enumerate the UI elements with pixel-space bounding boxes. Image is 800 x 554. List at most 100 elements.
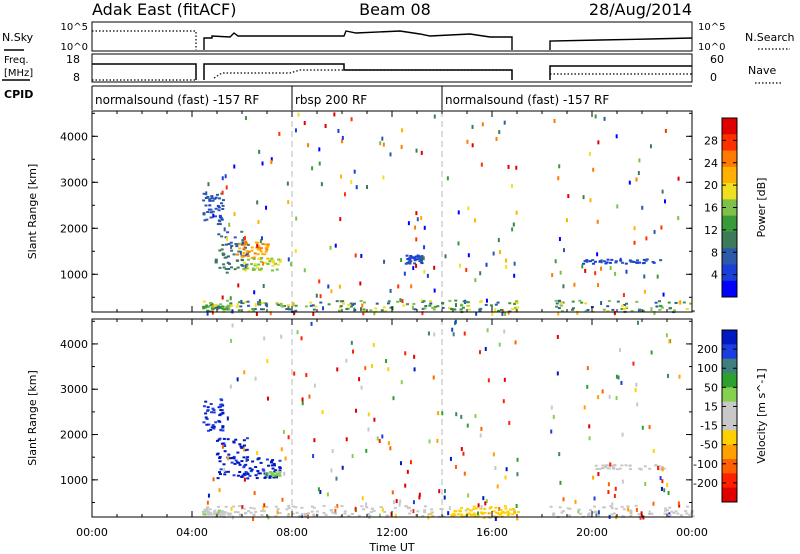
heatmap-cell: [427, 331, 430, 336]
heatmap-cell: [469, 514, 473, 517]
heatmap-cell: [401, 299, 404, 304]
heatmap-cell: [413, 308, 417, 311]
heatmap-cell: [553, 118, 556, 123]
heatmap-cell: [350, 340, 353, 345]
heatmap-cell: [221, 208, 225, 211]
heatmap-cell: [609, 462, 612, 467]
heatmap-cell: [239, 250, 242, 255]
heatmap-cell: [382, 175, 385, 180]
heatmap-cell: [242, 267, 246, 270]
heatmap-cell: [488, 507, 492, 510]
heatmap-cell: [614, 271, 617, 276]
heatmap-cell: [597, 472, 600, 477]
heatmap-cell: [259, 247, 263, 250]
heatmap-cell: [252, 258, 256, 261]
heatmap-cell: [484, 346, 487, 351]
colorbar-tick-label: 8: [711, 246, 718, 259]
heatmap-cell: [477, 503, 480, 508]
heatmap-cell: [504, 311, 507, 316]
heatmap-cell: [412, 500, 415, 505]
heatmap-cell: [220, 202, 224, 205]
heatmap-cell: [406, 257, 410, 260]
beam-title: Beam 08: [359, 0, 431, 19]
heatmap-cell: [309, 304, 313, 307]
heatmap-cell: [501, 510, 505, 513]
heatmap-cell: [607, 299, 611, 302]
heatmap-cell: [275, 268, 279, 271]
heatmap-cell: [250, 263, 254, 266]
heatmap-cell: [606, 258, 610, 261]
heatmap-cell: [642, 258, 646, 261]
heatmap-cell: [341, 302, 345, 305]
heatmap-cell: [477, 511, 480, 516]
freq-series: [92, 63, 692, 80]
heatmap-cell: [229, 241, 233, 244]
heatmap-cell: [223, 473, 227, 476]
heatmap-cell: [232, 505, 236, 508]
heatmap-cell: [614, 260, 618, 263]
heatmap-cell: [614, 261, 618, 264]
heatmap-cell: [216, 204, 220, 207]
heatmap-cell: [233, 236, 237, 239]
heatmap-cell: [322, 504, 326, 507]
nsearch-label: N.Search: [745, 31, 795, 44]
heatmap-cell: [212, 477, 215, 482]
heatmap-cell: [337, 128, 340, 133]
heatmap-cell: [233, 164, 236, 169]
nave-label: Nave: [748, 64, 776, 77]
heatmap-cell: [257, 245, 261, 248]
heatmap-cell: [622, 293, 625, 298]
heatmap-cell: [219, 303, 223, 306]
heatmap-cell: [225, 185, 228, 190]
heatmap-cell: [279, 302, 283, 305]
heatmap-cell: [498, 342, 501, 347]
heatmap-cell: [597, 510, 600, 515]
heatmap-cell: [600, 259, 603, 264]
heatmap-cell: [645, 258, 649, 261]
heatmap-cell: [403, 271, 406, 276]
heatmap-cell: [278, 459, 282, 462]
heatmap-cell: [276, 508, 280, 511]
heatmap-cell: [214, 258, 218, 261]
heatmap-cell: [209, 513, 213, 516]
heatmap-cell: [499, 309, 503, 312]
heatmap-cell: [566, 507, 570, 510]
heatmap-cell: [233, 268, 237, 271]
heatmap-cell: [620, 307, 624, 310]
heatmap-cell: [207, 493, 210, 498]
heatmap-cell: [271, 459, 275, 462]
heatmap-cell: [204, 416, 208, 419]
heatmap-cell: [247, 250, 251, 253]
heatmap-cell: [462, 451, 465, 456]
colorbar-segment: [722, 344, 737, 360]
heatmap-cell: [397, 284, 400, 289]
heatmap-cell: [513, 273, 516, 278]
heatmap-cell: [270, 160, 273, 165]
heatmap-cell: [285, 308, 289, 311]
heatmap-cell: [208, 508, 212, 511]
heatmap-cell: [555, 305, 559, 308]
cpid-segment: rbsp 200 RF: [291, 86, 367, 110]
heatmap-cell: [672, 511, 676, 514]
heatmap-cell: [595, 513, 598, 518]
heatmap-cell: [246, 243, 250, 246]
heatmap-cell: [236, 303, 239, 308]
heatmap-cell: [242, 254, 246, 257]
heatmap-cell: [268, 475, 272, 478]
heatmap-cell: [277, 258, 281, 261]
heatmap-cell: [453, 308, 457, 311]
heatmap-cell: [627, 507, 630, 512]
heatmap-cell: [218, 223, 222, 226]
heatmap-cell: [614, 507, 618, 510]
heatmap-cell: [573, 282, 576, 287]
heatmap-cell: [420, 150, 423, 155]
heatmap-cell: [280, 447, 283, 452]
heatmap-cell: [300, 513, 303, 518]
heatmap-cell: [467, 308, 471, 311]
heatmap-cell: [269, 471, 273, 474]
nave-tick-bottom: 0: [710, 71, 717, 84]
heatmap-cell: [367, 427, 370, 432]
heatmap-cell: [412, 266, 415, 271]
heatmap-cell: [254, 241, 258, 244]
heatmap-cell: [620, 261, 624, 264]
